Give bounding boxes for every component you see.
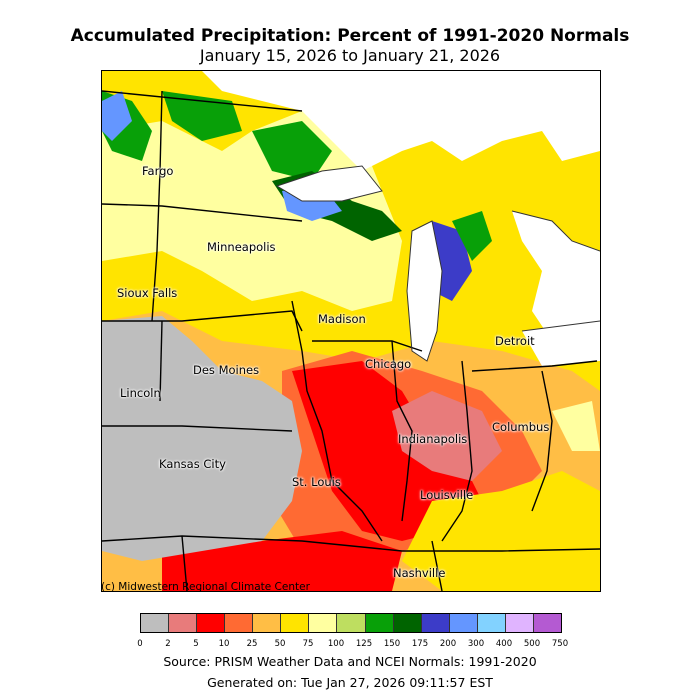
region-red <box>292 361 482 541</box>
legend-swatch <box>421 614 450 632</box>
legend-swatch <box>197 614 226 632</box>
city-label-louisville: Louisville <box>420 488 474 502</box>
legend-swatch <box>393 614 422 632</box>
legend-tick-label: 175 <box>411 639 429 649</box>
legend-tick-label: 300 <box>467 639 485 649</box>
city-label-nashville: Nashville <box>393 566 446 580</box>
legend-swatch <box>281 614 310 632</box>
legend-tick-label: 2 <box>165 639 171 649</box>
city-label-des-moines: Des Moines <box>193 363 260 377</box>
region-green-michigan <box>452 211 492 261</box>
legend-swatch <box>225 614 254 632</box>
city-label-detroit: Detroit <box>495 334 535 348</box>
legend-swatch <box>505 614 534 632</box>
legend-swatch <box>533 614 561 632</box>
city-label-chicago: Chicago <box>365 357 412 371</box>
region-yellow-se <box>402 471 600 591</box>
legend-tick-label: 10 <box>218 639 230 649</box>
coastlines <box>275 165 600 362</box>
legend-tick-label: 750 <box>551 639 569 649</box>
legend-tick-label: 25 <box>246 639 258 649</box>
city-label-columbus: Columbus <box>492 420 550 434</box>
region-light-yellow <box>102 111 402 311</box>
color-legend <box>140 613 562 633</box>
map-subtitle: January 15, 2026 to January 21, 2026 <box>199 46 501 65</box>
legend-tick-label: 5 <box>193 639 199 649</box>
region-gray <box>102 316 302 561</box>
legend-tick-label: 75 <box>302 639 314 649</box>
lake-superior-south <box>277 166 382 201</box>
city-label-st-louis: St. Louis <box>292 475 341 489</box>
city-label-sioux-falls: Sioux Falls <box>117 286 178 300</box>
city-label-kansas-city: Kansas City <box>159 457 226 471</box>
legend-swatch <box>141 614 170 632</box>
generated-timestamp: Generated on: Tue Jan 27, 2026 09:11:57 … <box>207 675 493 690</box>
state-boundaries <box>102 90 600 591</box>
legend-swatch <box>477 614 506 632</box>
legend-swatch <box>337 614 366 632</box>
legend-tick-label: 125 <box>355 639 373 649</box>
lake-erie <box>522 321 600 366</box>
lake-michigan <box>407 221 442 361</box>
region-light-yellow-east <box>552 401 600 451</box>
legend-swatch <box>309 614 338 632</box>
legend-tick-label: 150 <box>383 639 401 649</box>
legend-swatch <box>169 614 198 632</box>
legend-swatch <box>365 614 394 632</box>
legend-tick-label: 100 <box>327 639 345 649</box>
legend-tick-label: 0 <box>137 639 143 649</box>
city-label-fargo: Fargo <box>142 164 174 178</box>
city-label-minneapolis: Minneapolis <box>207 240 276 254</box>
precipitation-map: Fargo Minneapolis Sioux Falls Madison De… <box>101 70 601 592</box>
region-pink <box>392 391 502 481</box>
region-green-arrowhead <box>252 121 332 181</box>
map-credit: (c) Midwestern Regional Climate Center <box>101 581 310 593</box>
source-note: Source: PRISM Weather Data and NCEI Norm… <box>163 654 537 669</box>
city-label-indianapolis: Indianapolis <box>398 432 468 446</box>
map-canvas <box>102 71 600 591</box>
legend-swatch <box>449 614 478 632</box>
map-title: Accumulated Precipitation: Percent of 19… <box>70 26 630 46</box>
city-label-lincoln: Lincoln <box>120 386 161 400</box>
city-label-madison: Madison <box>318 312 366 326</box>
region-blue-nw <box>102 91 132 141</box>
legend-tick-label: 400 <box>495 639 513 649</box>
legend-tick-label: 200 <box>439 639 457 649</box>
legend-ticks: 0 2 5 10 25 50 75 100 125 150 175 200 300 400 500 750 <box>137 639 568 651</box>
lake-superior-canada <box>202 71 600 171</box>
legend-tick-label: 500 <box>523 639 541 649</box>
legend-swatch <box>253 614 282 632</box>
legend-tick-label: 50 <box>274 639 286 649</box>
